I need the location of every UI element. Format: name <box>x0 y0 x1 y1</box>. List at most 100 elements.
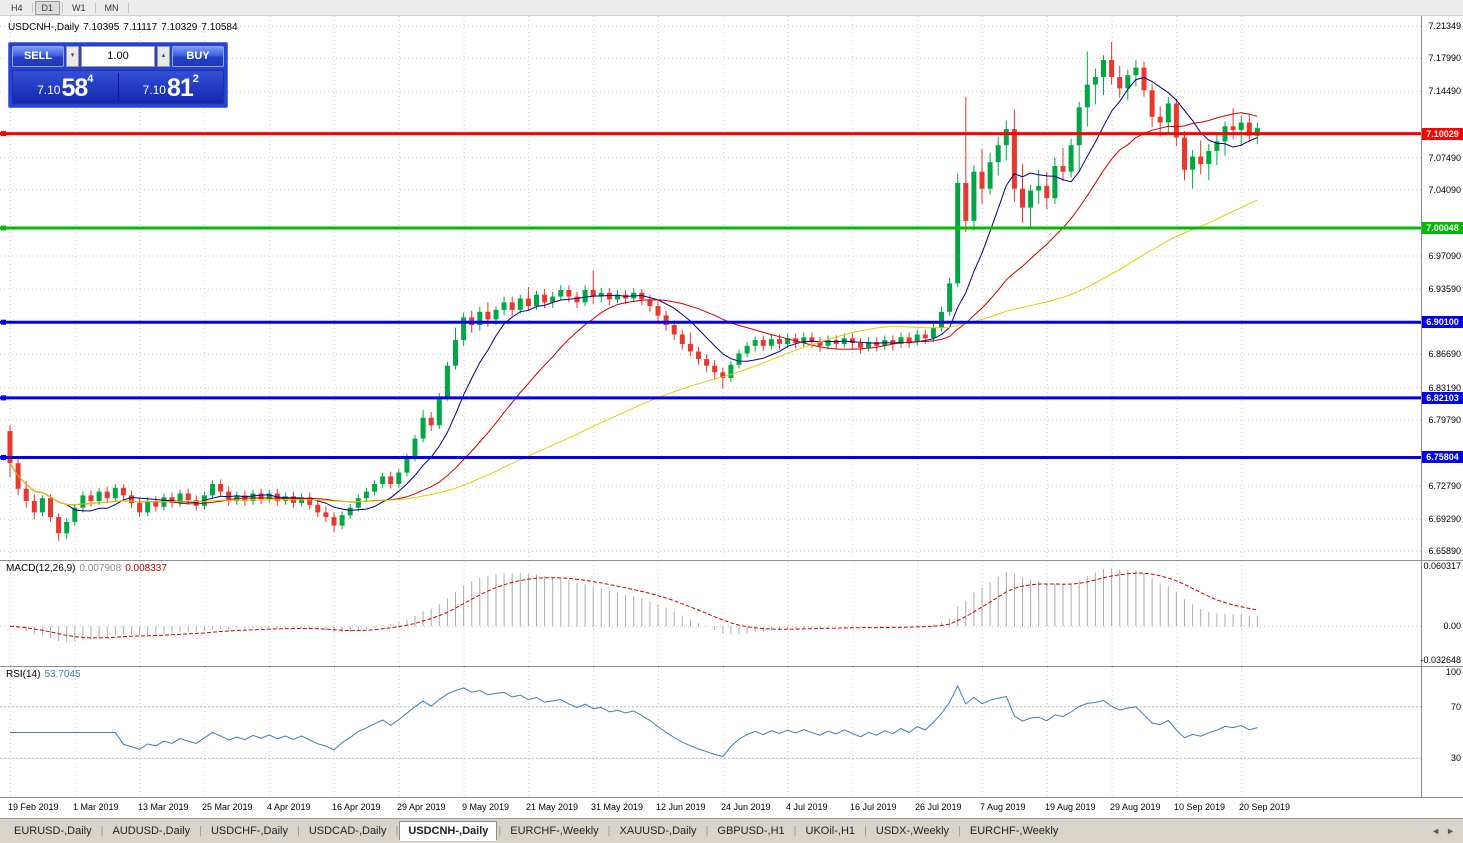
chart-tab-usdcad-daily[interactable]: USDCAD-,Daily <box>308 825 387 837</box>
price-tick-label: 7.04090 <box>1428 184 1461 195</box>
tab-separator: | <box>607 825 611 837</box>
chart-tab-eurchf-weekly[interactable]: EURCHF-,Weekly <box>510 825 599 837</box>
sell-price-prefix: 7.10 <box>37 83 61 97</box>
tab-separator: | <box>958 825 961 837</box>
timeframe-toolbar: H4 D1 W1 MN <box>0 0 1463 16</box>
macd-value: 0.007908 <box>79 563 122 574</box>
level-price-box: 6.82103 <box>1422 392 1463 404</box>
rsi-tick-label: 100 <box>1445 667 1461 677</box>
macd-label: MACD(12,26,9) <box>6 563 76 574</box>
sell-price-point: 4 <box>87 73 94 85</box>
tab-separator: | <box>296 825 300 837</box>
high-value: 7.11117 <box>123 22 158 33</box>
timeframe-button-h4[interactable]: H4 <box>11 2 23 13</box>
level-price-box: 6.90100 <box>1422 316 1463 328</box>
rsi-panel: 100 70 30 RSI(14) 53.7045 <box>0 666 1463 797</box>
chart-tab-usdx-weekly[interactable]: USDX-,Weekly <box>875 825 950 837</box>
rsi-value: 53.7045 <box>44 669 81 680</box>
tab-separator: | <box>864 825 867 837</box>
low-value: 7.10329 <box>161 22 198 33</box>
open-value: 7.10395 <box>83 22 120 33</box>
date-tick-label: 25 Mar 2019 <box>202 802 253 812</box>
price-tick-label: 6.65890 <box>1428 546 1461 557</box>
macd-axis: 0.060317 0.00 -0.032648 <box>1420 561 1463 666</box>
buy-price-pips: 81 <box>166 74 194 102</box>
toolbar-separator <box>62 2 64 13</box>
tab-separator: | <box>100 825 104 837</box>
tab-scroll-left-icon[interactable]: ◄ <box>1431 826 1441 836</box>
date-tick-label: 29 Aug 2019 <box>1110 802 1161 812</box>
macd-panel: 0.060317 0.00 -0.032648 MACD(12,26,9) 0.007… <box>0 560 1463 666</box>
date-tick-label: 12 Jun 2019 <box>656 802 706 812</box>
tab-scroll-right-icon[interactable]: ► <box>1446 826 1455 836</box>
date-tick-label: 16 Jul 2019 <box>850 802 897 812</box>
rsi-chart[interactable] <box>0 667 1421 797</box>
date-tick-label: 31 May 2019 <box>591 802 644 812</box>
date-tick-label: 16 Apr 2019 <box>332 802 381 812</box>
timeframe-button-mn[interactable]: MN <box>104 2 119 13</box>
sell-button[interactable]: SELL <box>12 46 64 67</box>
price-divider <box>117 73 119 101</box>
level-price-box: 7.00048 <box>1422 222 1463 234</box>
chart-tab-bar: EURUSD-,Daily | AUDUSD-,Daily | USDCHF-,Dail… <box>0 818 1463 843</box>
timeframe-buttons: H4 D1 W1 MN <box>4 0 131 15</box>
volume-input[interactable]: 1.00 <box>81 46 155 67</box>
price-tick-label: 7.21349 <box>1428 21 1461 32</box>
date-tick-label: 24 Jun 2019 <box>721 802 771 812</box>
tab-separator: | <box>705 825 709 837</box>
price-tick-label: 6.86690 <box>1428 349 1461 360</box>
chart-tab-audusd-daily[interactable]: AUDUSD-,Daily <box>112 825 191 837</box>
date-tick-label: 13 Mar 2019 <box>138 802 189 812</box>
date-tick-label: 19 Aug 2019 <box>1045 802 1096 812</box>
date-tick-label: 10 Sep 2019 <box>1174 802 1226 812</box>
close-value: 7.10584 <box>201 22 238 33</box>
macd-tick-label: 0.00 <box>1443 621 1461 632</box>
timeframe-button-d1[interactable]: D1 <box>34 0 61 15</box>
date-tick-label: 9 May 2019 <box>462 802 510 812</box>
chart-ohlc-header: USDCNH-,Daily 7.10395 7.11117 7.10329 7.1058… <box>8 22 242 33</box>
candlestick-chart[interactable] <box>0 16 1421 560</box>
price-tick-label: 6.93590 <box>1428 284 1461 295</box>
buy-price-prefix: 7.10 <box>142 83 166 97</box>
macd-chart[interactable] <box>0 561 1421 666</box>
chart-window: 7.21349 7.17990 7.14490 7.07490 7.04090 6.970… <box>0 16 1463 818</box>
toolbar-separator <box>31 2 33 13</box>
chart-tab-ukoil-h1[interactable]: UKOil-,H1 <box>805 825 856 837</box>
chart-tab-gbpusd-h1[interactable]: GBPUSD-,H1 <box>717 825 785 837</box>
rsi-header: RSI(14) 53.7045 <box>6 669 85 680</box>
volume-increase-button[interactable]: ▴ <box>157 46 170 67</box>
chart-tab-xauusd-daily[interactable]: XAUUSD-,Daily <box>619 825 697 837</box>
price-tick-label: 7.17990 <box>1428 53 1461 64</box>
chart-tabs: EURUSD-,Daily | AUDUSD-,Daily | USDCHF-,Dail… <box>6 819 1066 843</box>
sell-price-display[interactable]: 7.10 58 4 <box>13 71 118 103</box>
one-click-trading-panel: SELL ▾ 1.00 ▴ BUY 7.10 58 4 7.10 81 2 <box>8 42 228 108</box>
price-tick-label: 6.79790 <box>1428 414 1461 425</box>
date-tick-label: 26 Jul 2019 <box>915 802 962 812</box>
date-tick-label: 1 Mar 2019 <box>73 802 119 812</box>
chart-tab-eurchf-weekly[interactable]: EURCHF-,Weekly <box>969 825 1059 837</box>
chart-tab-eurusd-daily[interactable]: EURUSD-,Daily <box>14 825 92 837</box>
price-tick-label: 6.97090 <box>1428 251 1461 261</box>
macd-tick-label: -0.032648 <box>1420 654 1461 665</box>
tab-separator: | <box>395 825 399 837</box>
volume-decrease-button[interactable]: ▾ <box>66 46 79 67</box>
date-tick-label: 21 May 2019 <box>526 802 579 812</box>
date-tick-label: 20 Sep 2019 <box>1239 802 1291 812</box>
macd-signal-value: 0.008337 <box>125 563 167 574</box>
price-tick-label: 7.07490 <box>1428 152 1461 163</box>
chart-tab-usdchf-daily[interactable]: USDCHF-,Daily <box>210 825 288 837</box>
toolbar-separator <box>127 2 129 13</box>
tab-scroll-controls: ◄ ► <box>1431 826 1457 836</box>
date-tick-label: 4 Apr 2019 <box>267 802 311 812</box>
symbol-period-label: USDCNH-,Daily <box>8 22 80 33</box>
price-tick-label: 6.72790 <box>1428 480 1461 491</box>
level-price-box: 6.75804 <box>1422 451 1463 463</box>
date-tick-label: 7 Aug 2019 <box>980 802 1026 812</box>
chart-tab-usdcnh-daily[interactable]: USDCNH-,Daily <box>399 821 498 841</box>
buy-price-point: 2 <box>192 73 199 85</box>
timeframe-button-w1[interactable]: W1 <box>72 2 86 13</box>
buy-price-display[interactable]: 7.10 81 2 <box>119 71 224 103</box>
level-price-box: 7.10029 <box>1422 128 1463 140</box>
buy-button[interactable]: BUY <box>172 46 224 67</box>
price-panel: 7.21349 7.17990 7.14490 7.07490 7.04090 6.970… <box>0 16 1463 560</box>
